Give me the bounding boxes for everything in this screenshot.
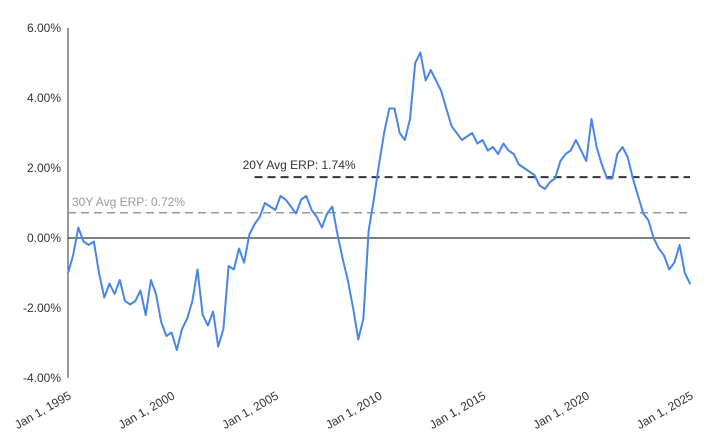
y-tick-label: 0.00%	[27, 231, 61, 245]
y-tick-label: -4.00%	[23, 371, 61, 385]
erp-series-line	[67, 51, 691, 351]
x-tick-label: Jan 1, 2010	[323, 388, 385, 432]
x-tick-label: Jan 1, 1995	[12, 388, 74, 432]
x-axis-tick-labels: Jan 1, 1995 Jan 1, 2000 Jan 1, 2005 Jan …	[12, 388, 696, 432]
x-tick-label: Jan 1, 2005	[220, 388, 282, 432]
y-tick-label: 6.00%	[27, 21, 61, 35]
y-tick-label: 4.00%	[27, 91, 61, 105]
x-tick-label: Jan 1, 2025	[634, 388, 696, 432]
x-tick-label: Jan 1, 2000	[116, 388, 178, 432]
y-axis-tick-labels: 6.00% 4.00% 2.00% 0.00% -2.00% -4.00%	[23, 21, 61, 385]
avg-30y-label: 30Y Avg ERP: 0.72%	[72, 195, 185, 209]
y-tick-label: 2.00%	[27, 161, 61, 175]
avg-20y-label: 20Y Avg ERP: 1.74%	[243, 158, 356, 172]
y-tick-label: -2.00%	[23, 301, 61, 315]
x-tick-label: Jan 1, 2015	[427, 388, 489, 432]
x-tick-label: Jan 1, 2020	[530, 388, 592, 432]
